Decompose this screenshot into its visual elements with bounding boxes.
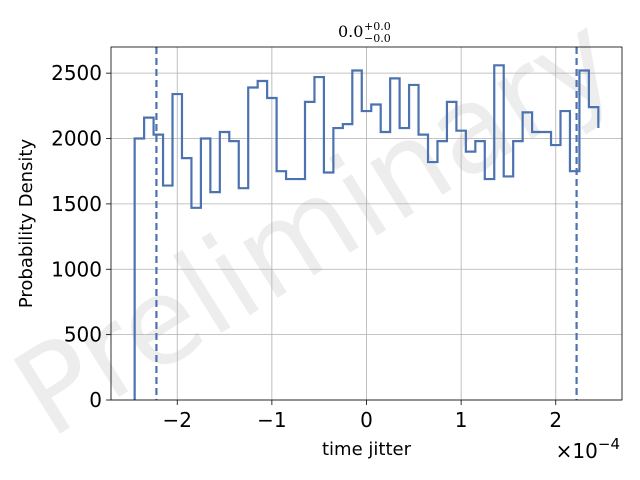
x-tick-label: −1 <box>257 408 286 432</box>
title-base: 0.0 <box>338 22 363 41</box>
x-offset-base: ×10 <box>556 439 598 463</box>
y-tick-label: 2500 <box>51 61 102 85</box>
y-axis-ticks: 0 500 1000 1500 2000 2500 <box>51 61 111 412</box>
y-tick-label: 0 <box>89 388 102 412</box>
x-tick-label: 2 <box>549 408 562 432</box>
chart-title: 0.0 +0.0 −0.0 <box>338 20 391 45</box>
y-axis-label: Probability Density <box>16 139 37 309</box>
x-offset-text: ×10−4 <box>556 435 620 463</box>
x-offset-exponent: −4 <box>598 435 620 453</box>
x-axis-ticks: −2 −1 0 1 2 <box>162 400 562 432</box>
x-axis-label: time jitter <box>322 439 412 460</box>
y-tick-label: 1000 <box>51 257 102 281</box>
title-subscript: −0.0 <box>364 32 391 45</box>
y-tick-label: 1500 <box>51 192 102 216</box>
interval-lines <box>155 47 578 400</box>
histogram-series <box>133 64 600 400</box>
x-tick-label: 0 <box>360 408 373 432</box>
title-superscript: +0.0 <box>364 20 391 33</box>
x-tick-label: 1 <box>455 408 468 432</box>
x-tick-label: −2 <box>162 408 191 432</box>
y-tick-label: 2000 <box>51 127 102 151</box>
y-tick-label: 500 <box>64 323 102 347</box>
grid-lines <box>111 47 622 401</box>
